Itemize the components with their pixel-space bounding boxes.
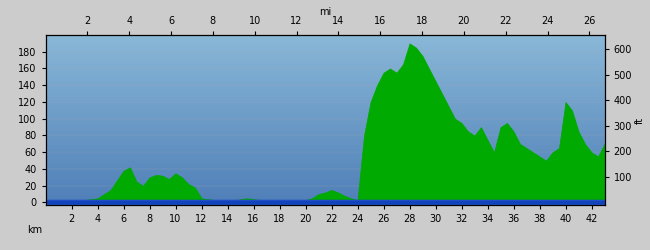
X-axis label: mi: mi [319, 6, 331, 16]
Y-axis label: ft: ft [635, 116, 645, 123]
X-axis label: km: km [27, 226, 42, 235]
